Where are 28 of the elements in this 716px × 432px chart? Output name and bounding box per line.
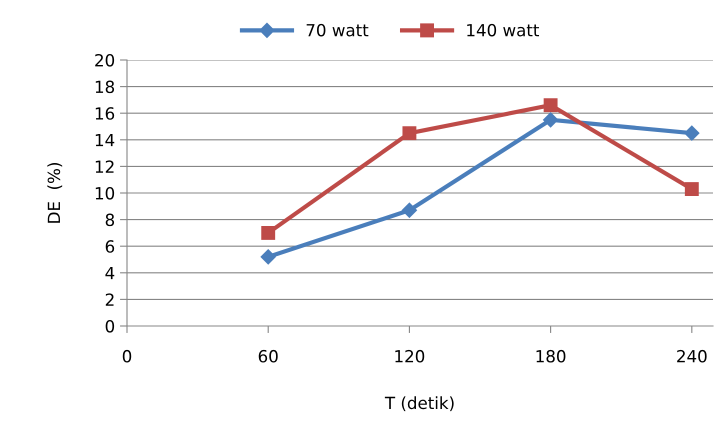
y-tick-label: 8	[106, 214, 114, 226]
y-axis-title: DE (%)	[47, 163, 62, 223]
point	[684, 126, 700, 141]
point	[543, 112, 558, 128]
point	[261, 226, 276, 240]
x-tick-label: 180	[536, 350, 566, 363]
y-tick-label: 18	[96, 80, 114, 94]
y-tick-label: 12	[96, 160, 114, 173]
x-tick-label: 0	[122, 350, 132, 363]
legend-label: 70 watt	[306, 24, 368, 36]
x-tick-label: 120	[395, 350, 424, 363]
point	[684, 182, 699, 196]
x-tick-label: 60	[258, 350, 278, 363]
y-tick-label: 2	[106, 293, 114, 306]
point	[402, 126, 416, 140]
y-tick-label: 4	[105, 266, 114, 280]
y-tick-label: 14	[96, 134, 114, 146]
point	[260, 249, 276, 264]
legend-label: 140 watt	[467, 24, 540, 36]
point	[544, 98, 558, 112]
y-tick-label: 16	[96, 107, 114, 120]
y-tick-label: 0	[106, 320, 114, 333]
y-tick-label: 20	[95, 54, 114, 67]
x-axis-title: T (detik)	[384, 396, 454, 412]
y-tick-label: 10	[96, 186, 114, 200]
x-tick-label: 240	[677, 350, 707, 363]
point	[402, 202, 417, 218]
y-tick-label: 6	[106, 240, 114, 253]
